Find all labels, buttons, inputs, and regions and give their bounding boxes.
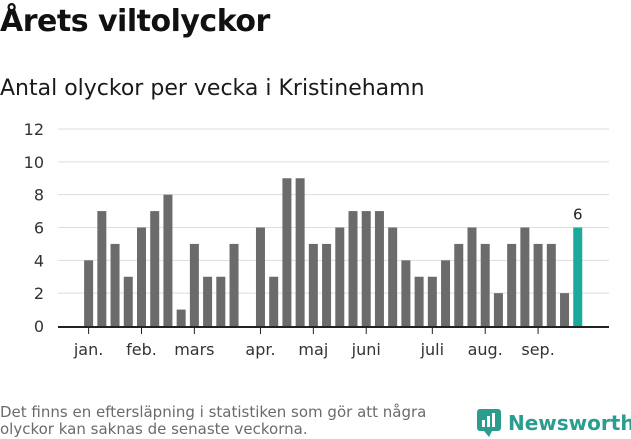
bar: [546, 243, 556, 326]
bar: [427, 276, 437, 326]
bar: [507, 243, 517, 326]
x-tick-label: juli: [420, 340, 444, 359]
bar: [374, 211, 384, 326]
x-tick-label: feb.: [126, 340, 157, 359]
x-tick-label: aug.: [468, 340, 503, 359]
bar: [176, 309, 186, 326]
bar: [269, 276, 279, 326]
bar: [520, 227, 530, 326]
x-tick-label: juni: [351, 340, 381, 359]
bar: [203, 276, 213, 326]
chart-title: Årets viltolyckor: [0, 4, 270, 39]
bar-chart: 0 2 4 6 8 10 12 6 jan. feb. mars apr. maj juni juli aug…: [24, 120, 609, 359]
bar: [480, 243, 490, 326]
brand-logo: Newsworthy: [476, 408, 631, 438]
bar: [335, 227, 345, 326]
newsworthy-logo-icon: [477, 409, 501, 437]
y-tick-label: 4: [34, 251, 44, 270]
x-tick-label: mars: [174, 340, 214, 359]
y-tick-label: 2: [34, 284, 44, 303]
bar: [136, 227, 146, 326]
bar: [388, 227, 398, 326]
bar: [216, 276, 226, 326]
chart-subtitle: Antal olyckor per vecka i Kristinehamn: [0, 76, 425, 101]
x-tick-label: maj: [298, 340, 328, 359]
bar: [123, 276, 133, 326]
x-tick-label: jan.: [73, 340, 103, 359]
y-tick-label: 10: [24, 153, 44, 172]
x-tick-label: sep.: [521, 340, 554, 359]
bar: [97, 211, 107, 326]
bar: [282, 178, 292, 326]
bar: [163, 194, 173, 326]
brand-name: Newsworthy: [508, 411, 631, 435]
bar: [560, 293, 570, 326]
y-tick-label: 0: [34, 317, 44, 336]
bar: [361, 211, 371, 326]
y-tick-label: 6: [34, 219, 44, 238]
bar-highlight: [573, 227, 583, 326]
bar: [308, 243, 318, 326]
bar: [467, 227, 477, 326]
bar: [110, 243, 120, 326]
bar: [255, 227, 265, 326]
x-tick-label: apr.: [245, 340, 275, 359]
bar: [150, 211, 160, 326]
bar: [441, 260, 451, 326]
bar: [401, 260, 411, 326]
bar: [493, 293, 503, 326]
bar: [295, 178, 305, 326]
bar: [229, 243, 239, 326]
y-tick-label: 8: [34, 186, 44, 205]
bar: [84, 260, 94, 326]
bar: [189, 243, 199, 326]
y-tick-label: 12: [24, 120, 44, 139]
bar: [414, 276, 424, 326]
bar: [322, 243, 332, 326]
bar: [348, 211, 358, 326]
bar: [454, 243, 464, 326]
data-label: 6: [573, 206, 583, 224]
bar: [533, 243, 543, 326]
footnote: Det finns en eftersläpning i statistiken…: [0, 403, 427, 438]
